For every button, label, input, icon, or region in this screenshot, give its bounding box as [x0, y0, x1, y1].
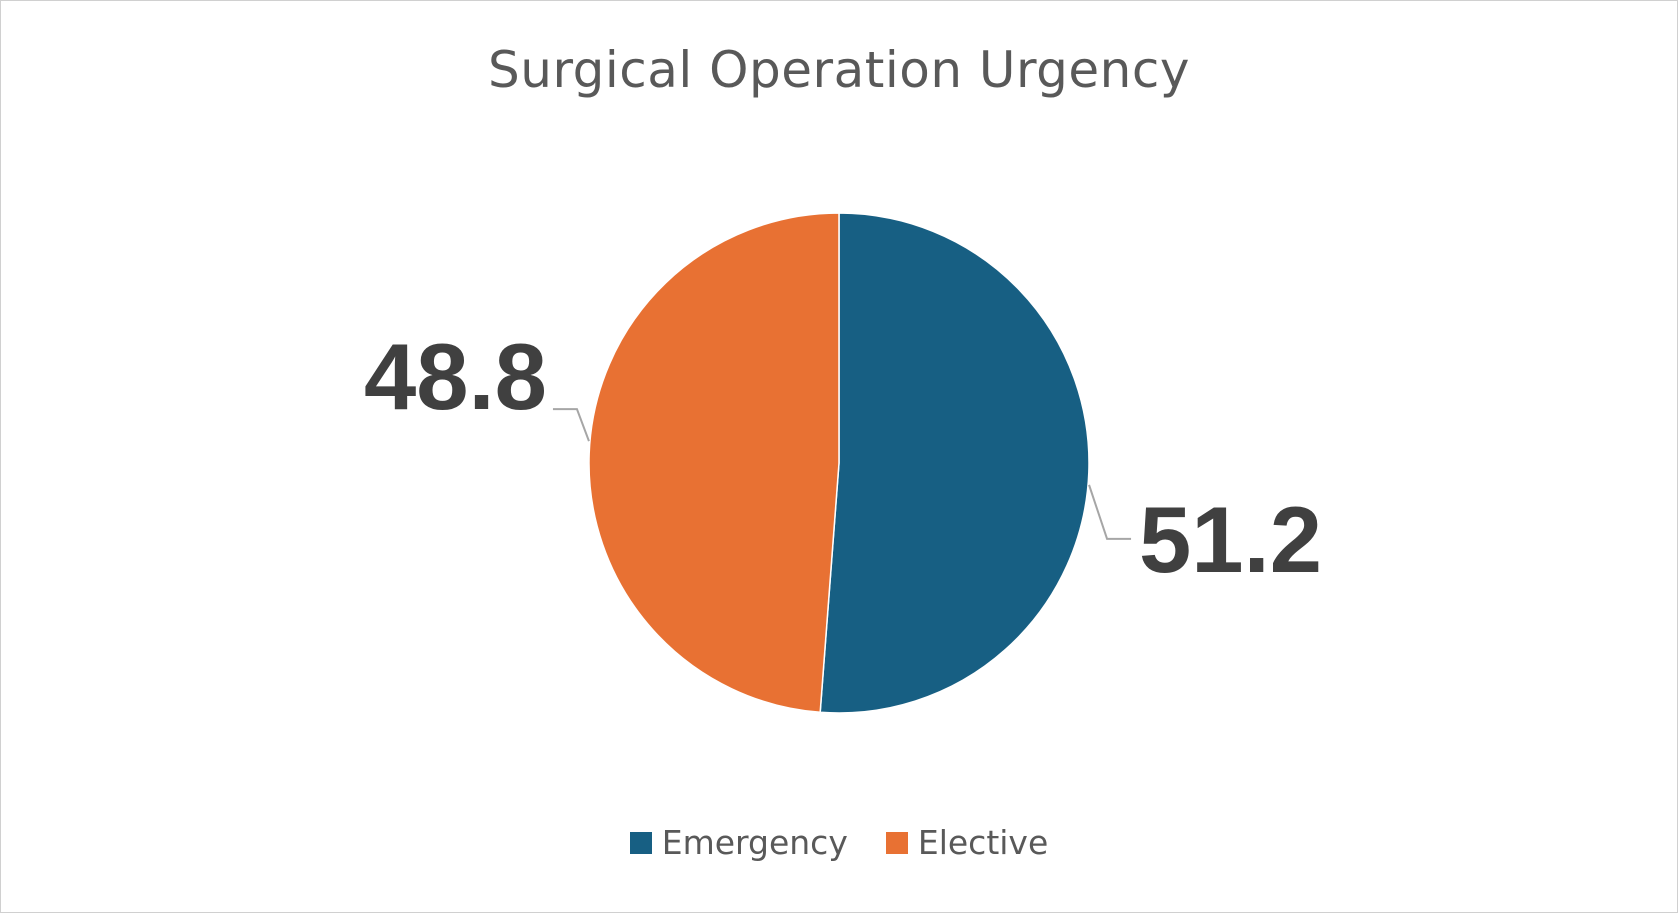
legend-label-emergency: Emergency — [661, 823, 848, 862]
chart-title: Surgical Operation Urgency — [488, 41, 1190, 99]
data-labels: 51.2 48.8 — [364, 324, 1322, 592]
legend: Emergency Elective — [1, 823, 1677, 862]
leader-line-emergency — [1088, 484, 1132, 540]
legend-item-emergency[interactable]: Emergency — [629, 823, 848, 862]
pie-slice-elective[interactable] — [588, 212, 840, 714]
legend-item-elective[interactable]: Elective — [885, 823, 1049, 862]
legend-swatch-elective — [885, 831, 908, 854]
leader-line-elective — [552, 408, 590, 442]
legend-swatch-emergency — [629, 831, 652, 854]
pie-slice-emergency[interactable] — [819, 212, 1090, 714]
pie-slices — [588, 212, 1090, 714]
legend-label-elective: Elective — [917, 823, 1049, 862]
data-label-emergency: 51.2 — [1139, 487, 1322, 592]
data-label-elective: 48.8 — [364, 324, 547, 429]
leader-lines — [552, 408, 1132, 540]
